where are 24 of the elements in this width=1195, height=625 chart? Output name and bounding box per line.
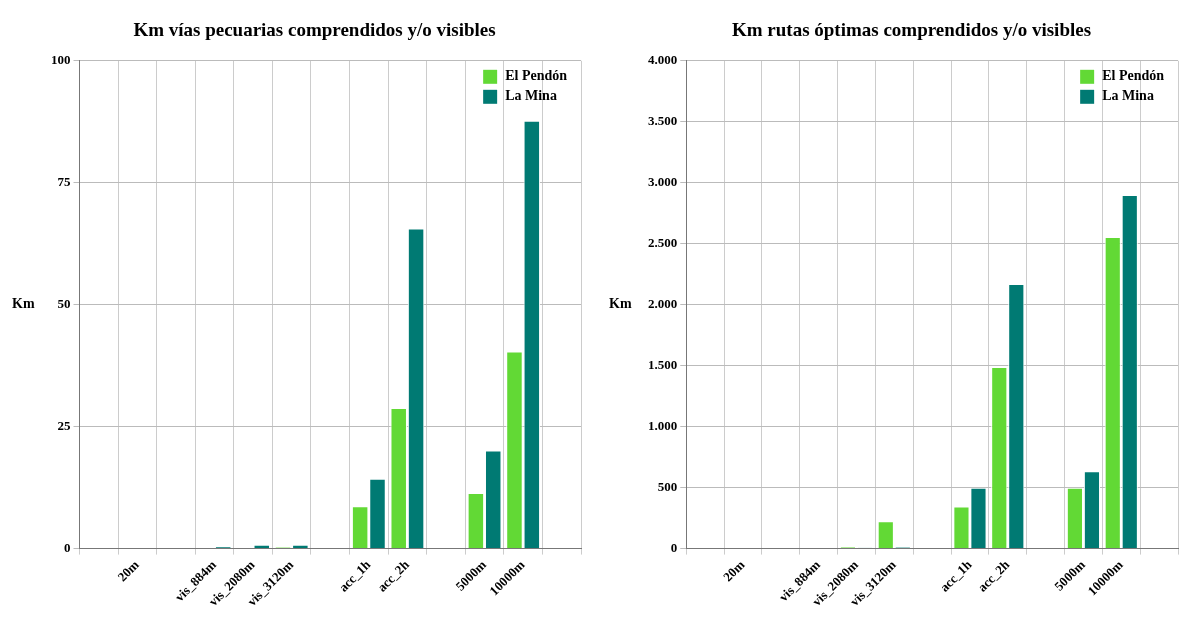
legend-label: El Pendón bbox=[505, 68, 568, 84]
y-tick-label: 0 bbox=[670, 539, 678, 555]
y-tick-label: 500 bbox=[657, 478, 678, 494]
x-tick-label: 20m bbox=[720, 556, 748, 585]
legend-label: El Pendón bbox=[1102, 68, 1165, 84]
y-tick-label: 1.500 bbox=[648, 357, 678, 373]
y-tick-label: 25 bbox=[57, 418, 71, 434]
y-tick-label: 2.500 bbox=[648, 235, 678, 251]
y-tick-label: 4.000 bbox=[648, 52, 678, 68]
y-tick-label: 100 bbox=[51, 52, 71, 68]
y-tick-label: 3.500 bbox=[648, 113, 678, 129]
x-tick-label: 20m bbox=[114, 556, 142, 585]
y-axis-title: Km bbox=[609, 296, 632, 312]
y-tick-label: 3.000 bbox=[648, 174, 678, 190]
y-tick-label: 50 bbox=[57, 296, 71, 312]
legend-label: La Mina bbox=[505, 88, 557, 104]
chart-title: Km rutas óptimas comprendidos y/o visibles bbox=[731, 19, 1092, 41]
y-tick-label: 2.000 bbox=[648, 296, 678, 312]
y-tick-label: 1.000 bbox=[648, 418, 678, 434]
y-axis-title: Km bbox=[12, 296, 35, 312]
chart-title: Km vías pecuarias comprendidos y/o visibles bbox=[133, 19, 496, 41]
y-tick-label: 0 bbox=[64, 539, 71, 555]
legend-label: La Mina bbox=[1102, 88, 1154, 104]
y-tick-label: 75 bbox=[57, 174, 71, 190]
